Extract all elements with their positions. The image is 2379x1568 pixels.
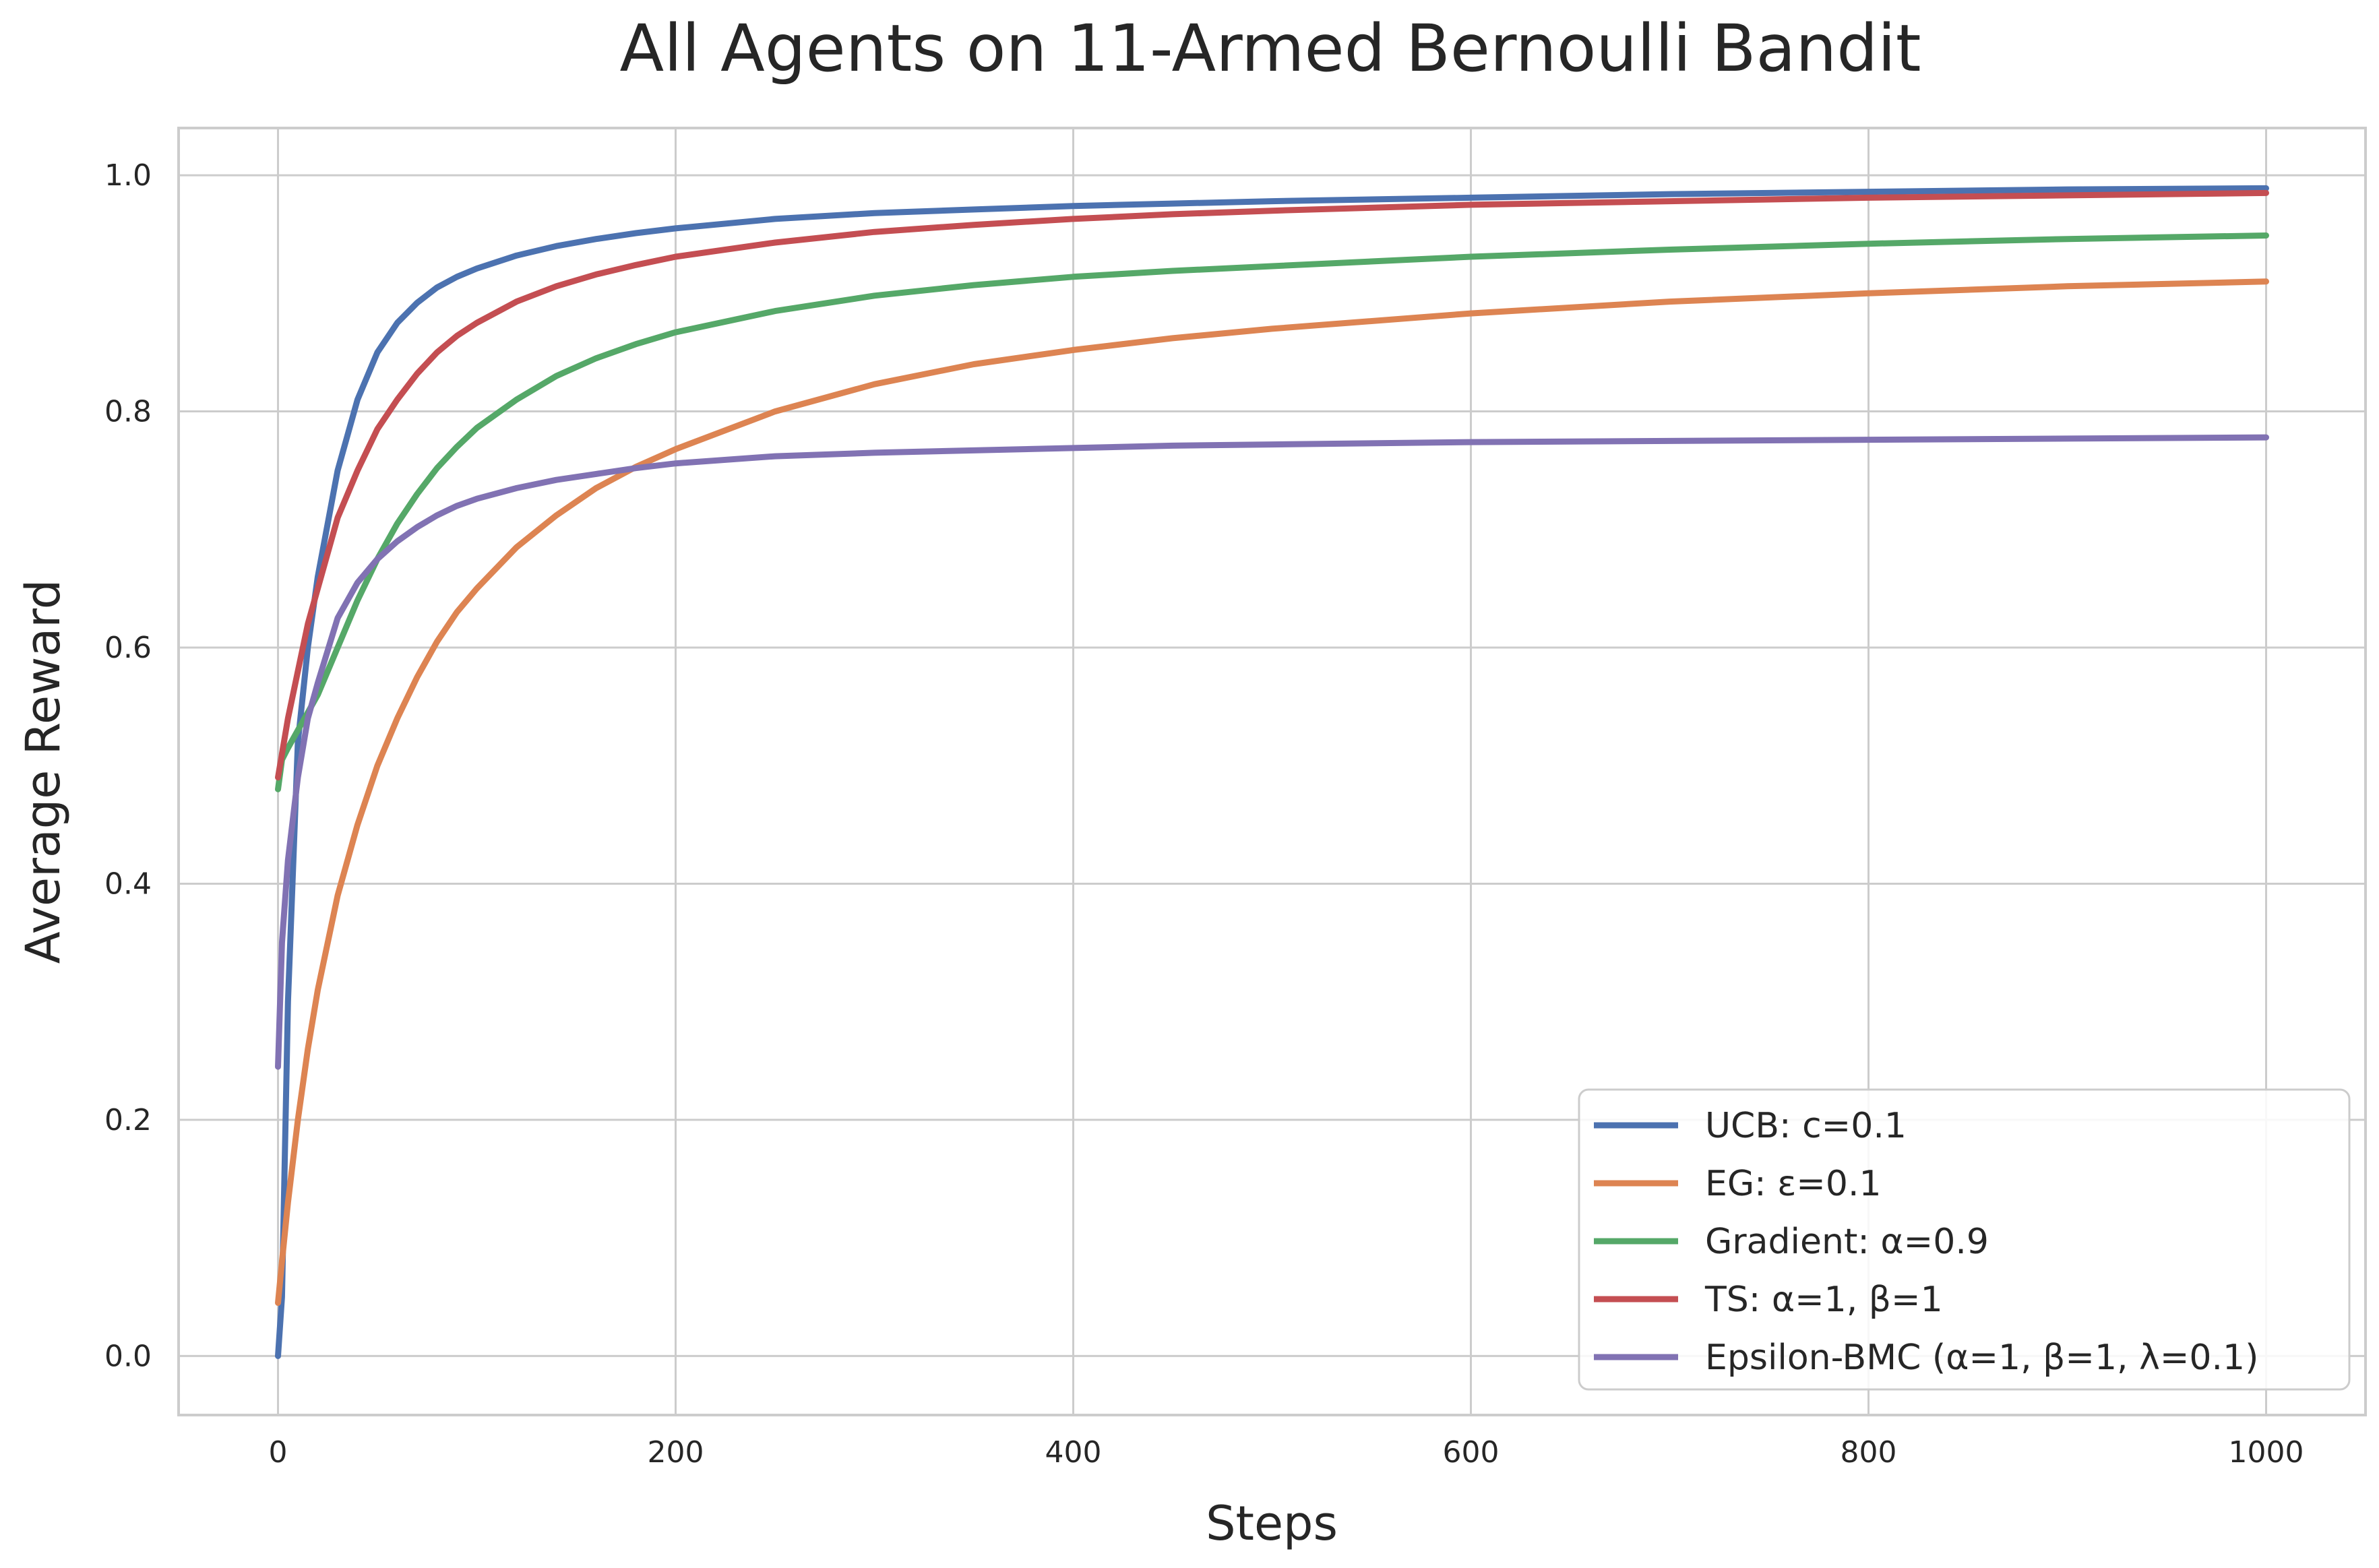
- x-tick-label: 400: [1045, 1435, 1102, 1470]
- plot-frame: [177, 127, 2367, 1416]
- y-tick-label: 0.6: [104, 631, 152, 665]
- y-tick-label: 0.4: [104, 867, 152, 901]
- y-tick-label: 1.0: [104, 158, 152, 193]
- x-tick-label: 1000: [2229, 1435, 2304, 1470]
- series-lines: [275, 185, 2269, 1359]
- series-line-4: [275, 189, 2269, 781]
- y-tick-label: 0.0: [104, 1339, 152, 1373]
- legend-label: TS: α=1, β=1: [1704, 1280, 1943, 1320]
- grid: [179, 128, 2366, 1415]
- legend-label: Epsilon-BMC (α=1, β=1, λ=0.1): [1705, 1338, 2258, 1378]
- series-line-5: [275, 434, 2269, 1070]
- x-axis-ticks: 0 200 400 600 800 1000: [269, 1435, 2304, 1470]
- x-axis-label: Steps: [1206, 1496, 1338, 1551]
- legend-label: Gradient: α=0.9: [1705, 1222, 1989, 1262]
- legend-label: UCB: c=0.1: [1705, 1106, 1907, 1146]
- legend: UCB: c=0.1 EG: ε=0.1 Gradient: α=0.9 TS: α=…: [1578, 1088, 2351, 1391]
- y-tick-label: 0.8: [104, 395, 152, 429]
- chart-title: All Agents on 11-Armed Bernoulli Bandit: [620, 11, 1921, 86]
- series-line-3: [275, 232, 2269, 792]
- x-tick-label: 0: [269, 1435, 288, 1470]
- y-axis-ticks: 0.0 0.2 0.4 0.6 0.8 1.0: [104, 158, 152, 1373]
- x-tick-label: 200: [648, 1435, 704, 1470]
- y-tick-label: 0.2: [104, 1103, 152, 1137]
- x-tick-label: 600: [1443, 1435, 1500, 1470]
- x-tick-label: 800: [1841, 1435, 1897, 1470]
- y-axis-label: Average Reward: [16, 579, 71, 964]
- legend-box: [1578, 1088, 2351, 1391]
- legend-label: EG: ε=0.1: [1705, 1164, 1882, 1204]
- series-line-2: [275, 278, 2269, 1306]
